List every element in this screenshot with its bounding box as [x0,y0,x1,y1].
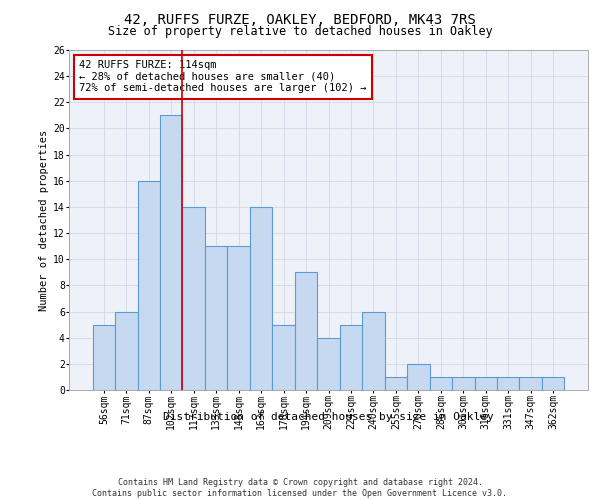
Text: Size of property relative to detached houses in Oakley: Size of property relative to detached ho… [107,25,493,38]
Text: Distribution of detached houses by size in Oakley: Distribution of detached houses by size … [163,412,494,422]
Bar [475,377,497,390]
Text: 42 RUFFS FURZE: 114sqm
← 28% of detached houses are smaller (40)
72% of semi-det: 42 RUFFS FURZE: 114sqm ← 28% of detached… [79,60,367,94]
Text: Contains HM Land Registry data © Crown copyright and database right 2024.
Contai: Contains HM Land Registry data © Crown c… [92,478,508,498]
Bar [227,246,250,390]
Bar [497,377,520,390]
Bar [362,312,385,390]
Text: 42, RUFFS FURZE, OAKLEY, BEDFORD, MK43 7RS: 42, RUFFS FURZE, OAKLEY, BEDFORD, MK43 7… [124,12,476,26]
Bar [182,207,205,390]
Bar [385,377,407,390]
Bar [317,338,340,390]
Bar [272,324,295,390]
Bar [250,207,272,390]
Bar [160,116,182,390]
Bar [115,312,137,390]
Bar [205,246,227,390]
Bar [295,272,317,390]
Y-axis label: Number of detached properties: Number of detached properties [39,130,49,310]
Bar [542,377,565,390]
Bar [137,181,160,390]
Bar [452,377,475,390]
Bar [430,377,452,390]
Bar [407,364,430,390]
Bar [520,377,542,390]
Bar [92,324,115,390]
Bar [340,324,362,390]
